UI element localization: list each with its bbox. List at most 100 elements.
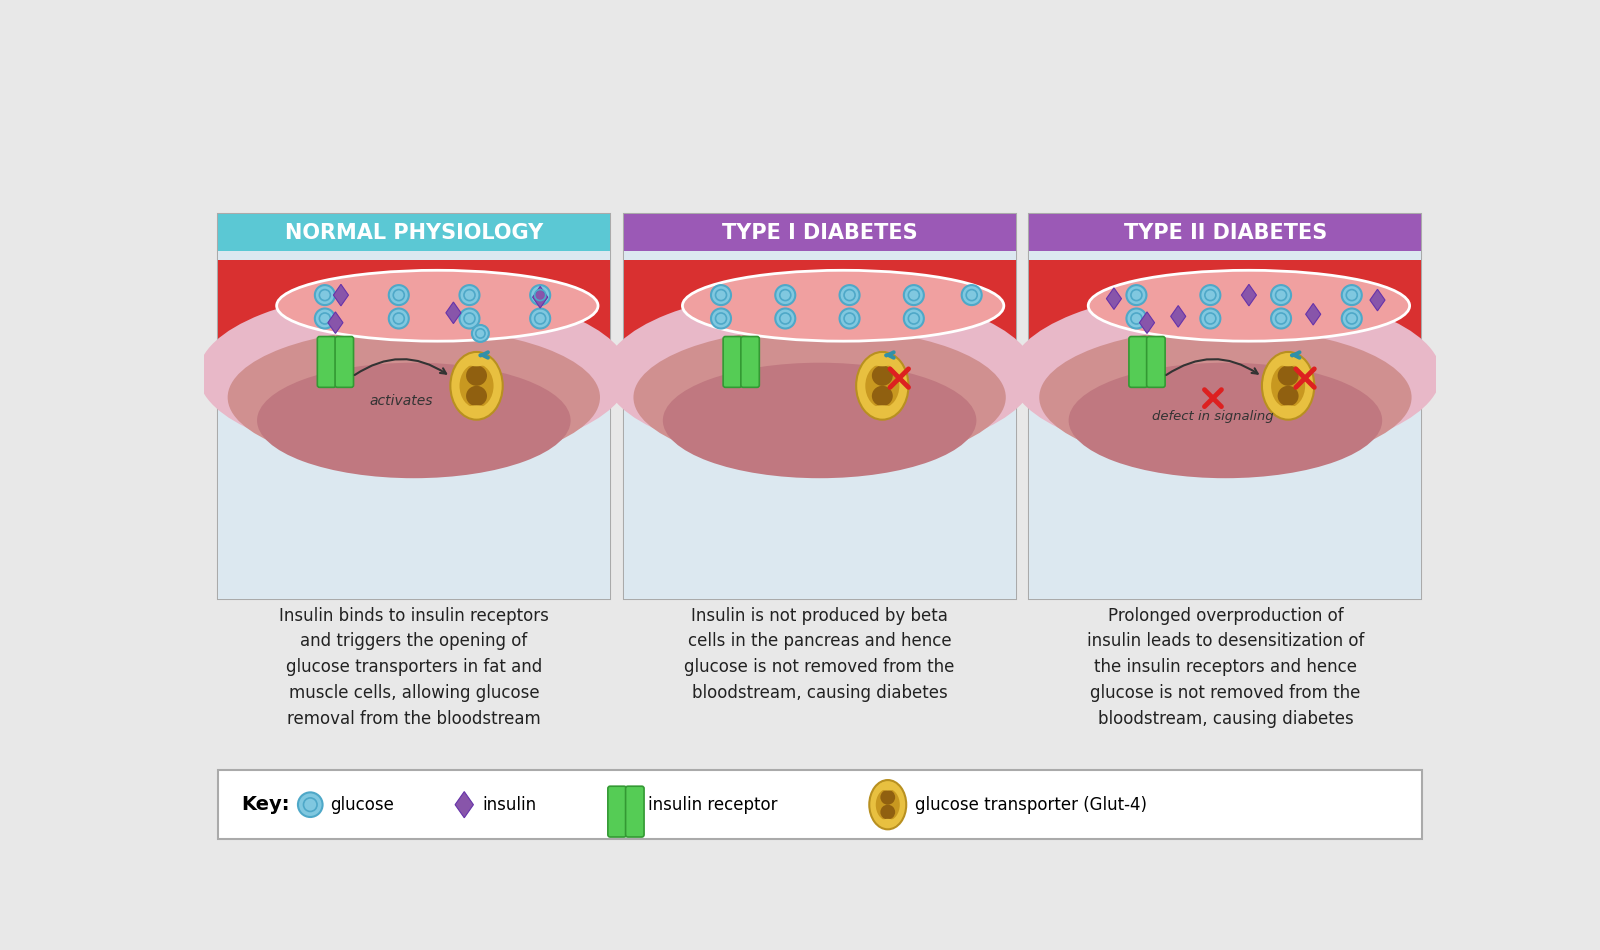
Circle shape: [1342, 309, 1362, 329]
Polygon shape: [328, 312, 342, 333]
Circle shape: [1126, 285, 1147, 305]
Circle shape: [459, 309, 480, 329]
Ellipse shape: [1278, 366, 1299, 386]
Ellipse shape: [880, 805, 894, 820]
Circle shape: [962, 285, 982, 305]
FancyBboxPatch shape: [723, 336, 742, 388]
Ellipse shape: [1275, 406, 1301, 417]
FancyBboxPatch shape: [1147, 336, 1165, 388]
Circle shape: [840, 309, 859, 329]
FancyBboxPatch shape: [334, 336, 354, 388]
FancyBboxPatch shape: [1029, 214, 1421, 251]
Circle shape: [530, 285, 550, 305]
FancyBboxPatch shape: [1029, 214, 1421, 599]
Ellipse shape: [1275, 354, 1301, 367]
FancyBboxPatch shape: [624, 214, 1016, 599]
FancyBboxPatch shape: [1029, 260, 1421, 352]
FancyBboxPatch shape: [218, 770, 1422, 840]
Ellipse shape: [869, 354, 896, 367]
FancyBboxPatch shape: [626, 787, 645, 837]
Ellipse shape: [450, 352, 502, 420]
Ellipse shape: [875, 788, 899, 821]
Ellipse shape: [1270, 364, 1306, 408]
Circle shape: [1126, 309, 1147, 329]
Circle shape: [776, 309, 795, 329]
Ellipse shape: [605, 290, 1035, 459]
Circle shape: [315, 285, 334, 305]
Ellipse shape: [878, 782, 898, 790]
Circle shape: [315, 309, 334, 329]
FancyBboxPatch shape: [218, 214, 610, 251]
FancyBboxPatch shape: [218, 251, 610, 599]
Circle shape: [776, 285, 795, 305]
Circle shape: [459, 285, 480, 305]
Ellipse shape: [880, 789, 894, 805]
Circle shape: [904, 285, 923, 305]
Circle shape: [1270, 285, 1291, 305]
Ellipse shape: [258, 363, 571, 478]
Text: insulin: insulin: [483, 796, 538, 814]
FancyBboxPatch shape: [624, 214, 1016, 251]
Text: glucose transporter (Glut-4): glucose transporter (Glut-4): [915, 796, 1147, 814]
Text: glucose: glucose: [330, 796, 394, 814]
Ellipse shape: [1040, 328, 1411, 466]
Ellipse shape: [1010, 290, 1442, 459]
Polygon shape: [446, 302, 461, 324]
Ellipse shape: [1278, 386, 1299, 407]
Polygon shape: [1106, 288, 1122, 310]
Ellipse shape: [683, 271, 1003, 341]
Ellipse shape: [277, 271, 598, 341]
FancyBboxPatch shape: [624, 251, 1016, 599]
Polygon shape: [1242, 284, 1256, 306]
Polygon shape: [1171, 306, 1186, 327]
Circle shape: [298, 792, 323, 817]
FancyBboxPatch shape: [317, 336, 336, 388]
Polygon shape: [1306, 303, 1320, 325]
FancyBboxPatch shape: [741, 336, 760, 388]
Ellipse shape: [464, 354, 490, 367]
Ellipse shape: [459, 364, 493, 408]
Circle shape: [1200, 285, 1221, 305]
Ellipse shape: [1262, 352, 1314, 420]
Polygon shape: [333, 284, 349, 306]
Polygon shape: [454, 791, 474, 818]
Ellipse shape: [872, 386, 893, 407]
Ellipse shape: [464, 406, 490, 417]
Polygon shape: [1139, 312, 1155, 333]
Ellipse shape: [227, 328, 600, 466]
Circle shape: [389, 285, 408, 305]
Text: insulin receptor: insulin receptor: [648, 796, 778, 814]
FancyBboxPatch shape: [1130, 336, 1147, 388]
Text: Insulin binds to insulin receptors
and triggers the opening of
glucose transport: Insulin binds to insulin receptors and t…: [278, 607, 549, 728]
Text: defect in signaling: defect in signaling: [1152, 410, 1274, 424]
FancyBboxPatch shape: [218, 260, 610, 352]
Polygon shape: [1370, 290, 1386, 311]
Circle shape: [710, 285, 731, 305]
Circle shape: [530, 309, 550, 329]
Ellipse shape: [878, 819, 898, 827]
Circle shape: [840, 285, 859, 305]
Ellipse shape: [662, 363, 976, 478]
Ellipse shape: [466, 386, 486, 407]
Circle shape: [472, 325, 490, 342]
Text: NORMAL PHYSIOLOGY: NORMAL PHYSIOLOGY: [285, 222, 542, 242]
Ellipse shape: [856, 352, 909, 420]
Ellipse shape: [466, 366, 486, 386]
Text: Insulin is not produced by beta
cells in the pancreas and hence
glucose is not r: Insulin is not produced by beta cells in…: [685, 607, 955, 702]
FancyBboxPatch shape: [608, 787, 626, 837]
Circle shape: [1342, 285, 1362, 305]
Ellipse shape: [1069, 363, 1382, 478]
FancyBboxPatch shape: [218, 214, 610, 599]
Text: Prolonged overproduction of
insulin leads to desensitization of
the insulin rece: Prolonged overproduction of insulin lead…: [1086, 607, 1365, 728]
Circle shape: [710, 309, 731, 329]
Text: activates: activates: [370, 393, 434, 408]
Text: TYPE I DIABETES: TYPE I DIABETES: [722, 222, 917, 242]
FancyBboxPatch shape: [1029, 251, 1421, 599]
Ellipse shape: [634, 328, 1006, 466]
Ellipse shape: [866, 364, 899, 408]
Circle shape: [1270, 309, 1291, 329]
Circle shape: [1200, 309, 1221, 329]
Polygon shape: [533, 287, 547, 308]
Text: Key:: Key:: [242, 795, 290, 814]
Ellipse shape: [1088, 271, 1410, 341]
